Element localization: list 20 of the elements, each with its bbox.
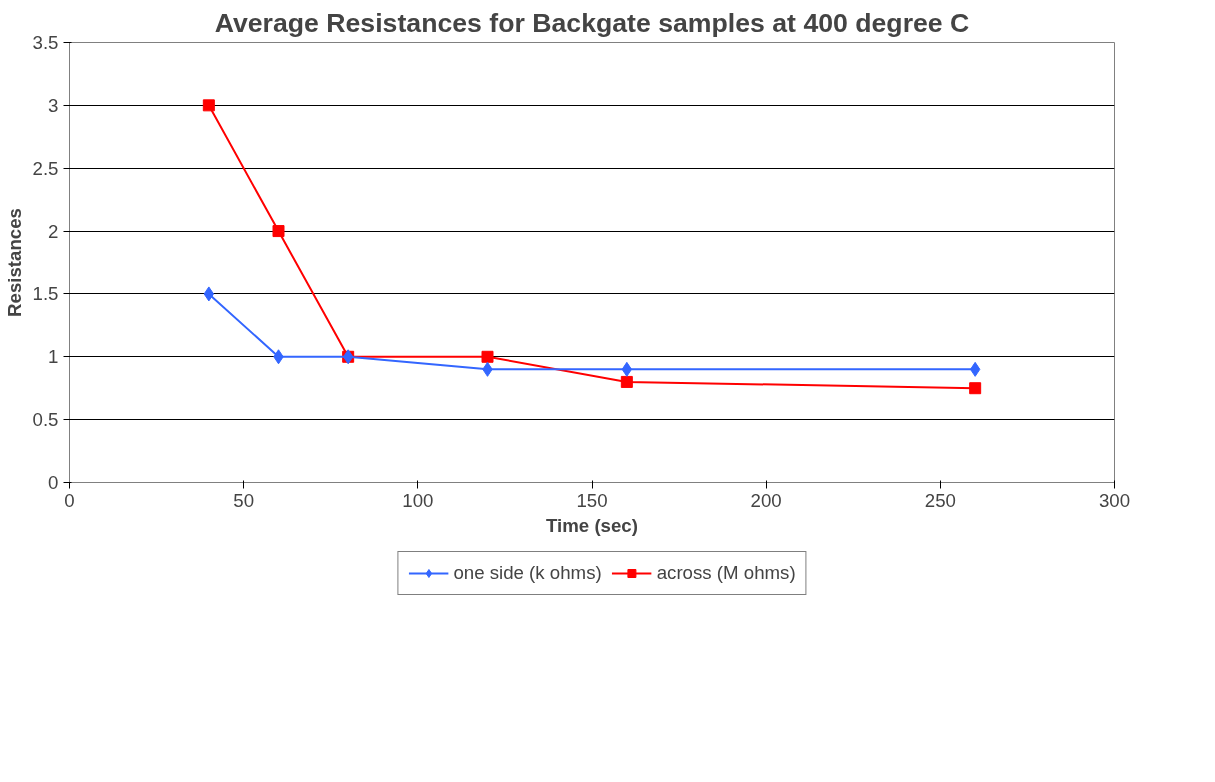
legend-label: across (M ohms) [656, 562, 796, 584]
x-tick-label: 0 [64, 489, 75, 511]
y-tick-label: 1 [48, 346, 59, 368]
y-tick-label: 0 [48, 472, 59, 493]
x-axis-title: Time (sec) [546, 514, 638, 536]
y-tick-label: 0.5 [32, 409, 59, 431]
x-tick-label: 250 [924, 489, 956, 511]
chart-title: Average Resistances for Backgate samples at 400 degree C [214, 7, 970, 38]
x-tick-label: 200 [750, 489, 782, 511]
y-tick-label: 3 [48, 94, 59, 116]
x-tick-label: 150 [576, 489, 608, 511]
y-tick-label: 3.5 [32, 32, 59, 53]
x-tick-label: 50 [233, 489, 255, 511]
x-tick-label: 300 [1098, 489, 1131, 511]
x-tick-label: 100 [402, 489, 434, 511]
y-tick-label: 1.5 [32, 283, 59, 305]
y-tick-label: 2 [48, 220, 59, 242]
y-tick-label: 2.5 [32, 157, 59, 179]
y-axis-title: Resistances [3, 208, 25, 317]
legend-label: one side (k ohms) [453, 562, 602, 584]
